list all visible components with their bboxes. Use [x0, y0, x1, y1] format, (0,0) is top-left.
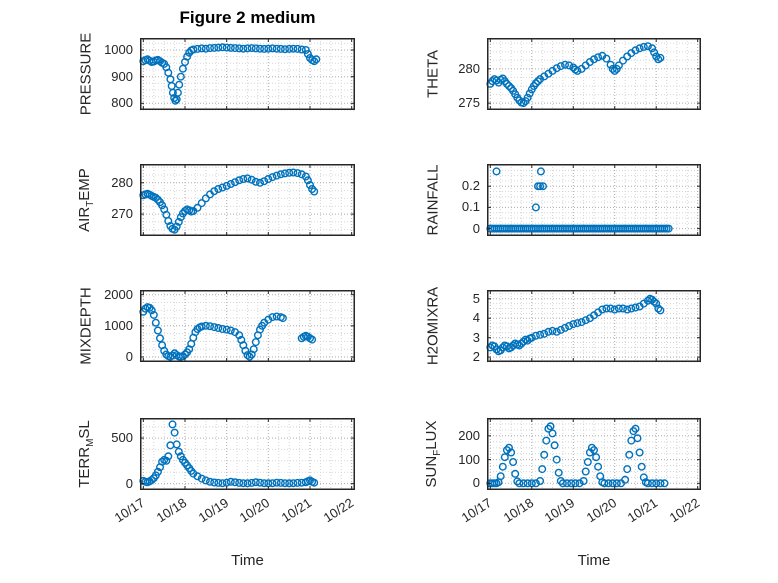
- figure-title: Figure 2 medium: [179, 8, 316, 27]
- scatter-series-rainfall: [486, 167, 673, 233]
- scatter-series-pressure: [139, 43, 321, 105]
- y-axis-label-rainfall: RAINFALL: [424, 164, 442, 236]
- y-axis-label-pressure: PRESSURE: [77, 32, 95, 116]
- y-tick-label: 270: [111, 206, 133, 222]
- subplot-h2omixra: 2 3 4 5 H2OMIXRA: [425, 287, 701, 365]
- y-tick-label: 280: [111, 174, 133, 190]
- subplot-rainfall: 0 0.1 0.2 RAINFALL: [425, 164, 701, 236]
- x-axis-label-left: Time: [231, 552, 264, 569]
- y-tick-label: 2: [472, 349, 480, 365]
- y-axis-label-air-temp: AIRTEMP: [76, 168, 96, 232]
- x-axis-label-right: Time: [577, 552, 611, 569]
- subplot-air-temp: 270 280 AIRTEMP: [76, 164, 355, 236]
- scatter-series-h2omixra: [486, 294, 665, 356]
- y-tick-label: 900: [111, 68, 133, 84]
- y-tick-label: 2000: [104, 286, 133, 302]
- y-tick-label: 280: [458, 60, 480, 76]
- y-tick-label: 1000: [104, 317, 133, 333]
- y-tick-label: 0.2: [461, 178, 480, 194]
- y-tick-label: 100: [458, 451, 480, 467]
- y-tick-label: 0: [125, 349, 133, 364]
- y-tick-label: 0: [472, 220, 480, 236]
- y-tick-label: 0: [125, 475, 133, 491]
- y-axis-label-terr-msl: TERRMSL: [76, 420, 96, 488]
- y-tick-label: 3: [472, 329, 480, 345]
- y-axis-label-h2omixra: H2OMIXRA: [424, 286, 442, 366]
- y-tick-label: 0: [472, 475, 480, 491]
- y-tick-label: 0.1: [461, 199, 480, 215]
- y-tick-label: 4: [472, 310, 480, 326]
- y-tick-label: 275: [458, 95, 480, 111]
- y-tick-label: 5: [472, 290, 480, 306]
- subplot-mixdepth: 0 1000 2000 MIXDEPTH: [78, 287, 355, 365]
- scatter-series-theta: [486, 42, 665, 108]
- subplot-pressure: 800 900 1000 PRESSURE: [78, 33, 355, 115]
- scatter-series-mixdepth: [139, 303, 317, 361]
- subplot-theta: 275 280 THETA: [425, 38, 701, 110]
- y-tick-label: 500: [111, 430, 133, 446]
- subplot-sun-flux: 0 100 200 SUNFLUX 10/17 10/18 10/19 10/20 10/21 1…: [423, 417, 702, 525]
- y-axis-label-theta: THETA: [424, 49, 442, 99]
- y-tick-label: 800: [111, 95, 133, 111]
- y-axis-label-sun-flux: SUNFLUX: [423, 420, 443, 488]
- scatter-series-sun-flux: [486, 422, 669, 488]
- scatter-series-terr-msl: [139, 420, 319, 488]
- y-tick-label: 200: [458, 427, 480, 443]
- scatter-series-air-temp: [139, 168, 319, 234]
- y-tick-label: 1000: [104, 42, 133, 57]
- y-axis-label-mixdepth: MIXDEPTH: [77, 287, 95, 365]
- subplot-terr-msl: 0 500 TERRMSL 10/17 10/18 10/19 10/20 10/21 10/2…: [76, 418, 356, 525]
